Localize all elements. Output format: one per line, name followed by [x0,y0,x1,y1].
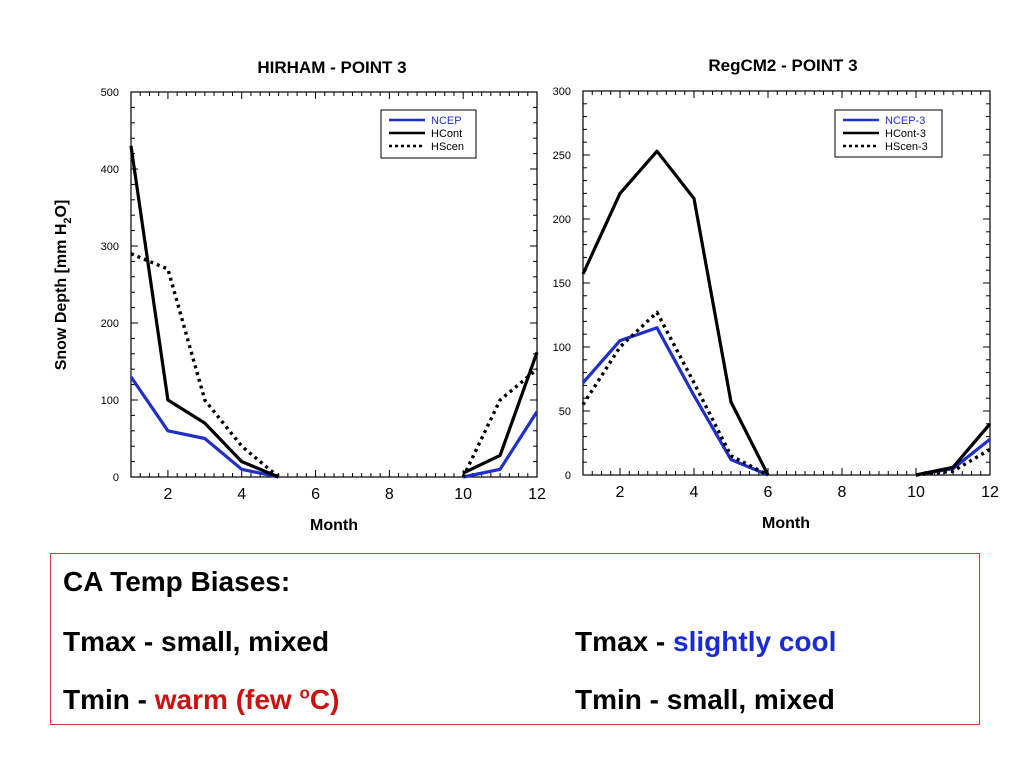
c0-x-tick-label: 8 [385,486,394,503]
c0-y-tick-label: 200 [101,318,119,330]
c0-y-tick-label: 0 [113,472,119,484]
c0-legend-label: HScen [431,141,464,153]
c0-series-line-2 [461,367,539,478]
c0-x-tick-label: 10 [454,486,472,503]
c0-series-line-0 [129,375,279,479]
c0-series-line-2 [130,252,280,479]
c1-x-tick-label: 12 [981,484,999,501]
c1-series-line-1 [915,422,992,477]
c0-y-tick-label: 500 [101,87,119,99]
c1-y-tick-label: 300 [553,86,571,98]
c0-legend-label: NCEP [431,115,462,127]
c0-legend-label: HCont [431,128,462,140]
regcm-xaxis-label: Month [762,515,810,532]
c1-x-tick-label: 2 [616,484,625,501]
c1-legend-label: HCont-3 [885,128,926,140]
hirham-yaxis-label: Snow Depth [mm H2O] [53,200,74,371]
c1-y-tick-label: 200 [553,214,571,226]
hirham-tmax-bias: Tmax - small, mixed [63,626,330,657]
regcm-plot-area: 2 4 6 8 10 12 0 50 100 150 200 250 300 NCEP-3HCont-3H… [553,86,999,501]
c1-series-line-1 [581,149,770,476]
hirham-xaxis-label: Month [310,517,358,534]
c1-legend-label: NCEP-3 [885,115,925,127]
hirham-tmin-value: warm (few oC) [155,684,340,715]
hirham-tmin-bias: Tmin - warm (few oC) [63,684,339,716]
c0-x-tick-label: 6 [311,486,320,503]
ylabel-main: Snow Depth [mm H [53,224,70,371]
c1-x-tick-label: 4 [690,484,699,501]
c0-y-tick-label: 100 [101,395,119,407]
regcm-tmax-bias: Tmax - slightly cool [575,626,836,658]
c1-y-tick-label: 50 [559,406,571,418]
hirham-chart-title: HIRHAM - POINT 3 [257,58,406,77]
c1-x-tick-label: 8 [838,484,847,501]
bias-heading: CA Temp Biases: [63,566,291,597]
c0-y-tick-label: 300 [101,241,119,253]
c1-series-line-2 [581,310,769,477]
c1-y-tick-label: 150 [553,278,571,290]
regcm-tmax-value: slightly cool [673,626,837,657]
regcm-chart: RegCM2 - POINT 3 Month 2 4 6 8 10 12 0 50 100 150… [553,56,999,532]
c0-series-line-1 [462,351,539,475]
c1-series-line-2 [915,447,991,477]
hirham-tmin-prefix: Tmin - [63,684,155,715]
celsius-unit: C) [309,684,340,715]
c1-x-tick-label: 10 [907,484,925,501]
c1-y-tick-label: 100 [553,342,571,354]
regcm-tmin-bias: Tmin - small, mixed [575,684,835,715]
c1-y-tick-label: 0 [565,470,571,482]
ylabel-end: O] [53,200,70,218]
c1-legend-label: HScen-3 [885,141,928,153]
c0-y-tick-label: 400 [101,164,119,176]
ylabel-subscript: 2 [62,217,74,223]
charts-canvas: HIRHAM - POINT 3 Month Snow Depth [mm H2… [53,56,999,534]
c0-x-tick-label: 2 [163,486,172,503]
hirham-chart: HIRHAM - POINT 3 Month Snow Depth [mm H2… [53,58,546,534]
c1-series-line-0 [581,326,769,477]
c0-series-line-1 [129,145,280,479]
degree-superscript: o [299,683,310,703]
regcm-chart-title: RegCM2 - POINT 3 [708,56,857,75]
regcm-tmax-prefix: Tmax - [575,626,674,657]
c1-x-tick-label: 6 [764,484,773,501]
c0-x-tick-label: 12 [528,486,546,503]
temp-bias-box: CA Temp Biases: Tmax - small, mixed Tmin… [50,553,980,725]
c1-y-tick-label: 250 [553,150,571,162]
c0-series-line-0 [462,410,539,479]
c0-x-tick-label: 4 [237,486,246,503]
warm-text: warm (few [154,684,300,715]
